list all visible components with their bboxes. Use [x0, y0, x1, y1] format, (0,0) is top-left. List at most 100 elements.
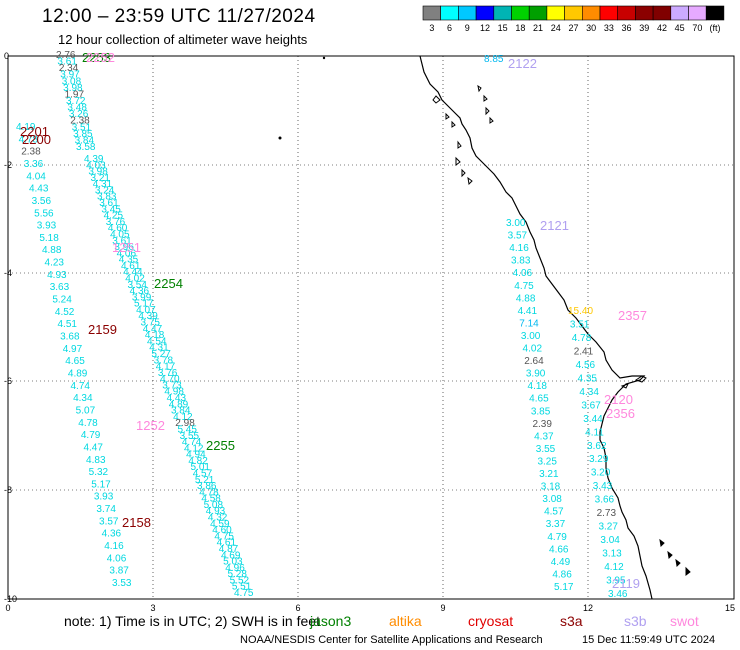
generation-timestamp: 15 Dec 11:59:49 UTC 2024: [582, 634, 716, 646]
wave-height-value: 4.65: [65, 356, 85, 367]
wave-height-value: 3.00: [506, 218, 526, 229]
wave-height-value: 4.16: [104, 541, 124, 552]
pass-label: 2200: [22, 132, 51, 147]
wave-height-value: 4.96: [225, 563, 245, 574]
wave-height-value: 2.73: [597, 508, 617, 519]
wave-height-value: 4.02: [125, 274, 145, 285]
wave-height-value: 4.58: [201, 494, 221, 505]
x-tick-label: 15: [725, 603, 735, 613]
y-tick-label: -8: [4, 485, 12, 495]
wave-height-value: 3.13: [602, 549, 622, 560]
wave-height-value: 3.55: [536, 444, 556, 455]
wave-height-value: 5.01: [191, 462, 211, 473]
wave-height-value: 3.76: [106, 217, 126, 228]
colorbar-swatch: [617, 5, 636, 21]
wave-height-value: 4.78: [199, 487, 219, 498]
wave-height-value: 4.78: [78, 418, 98, 429]
pass-label: 2255: [206, 438, 235, 453]
x-tick-label: 12: [583, 603, 593, 613]
colorbar-swatch: [528, 5, 548, 21]
wave-height-value: 5.18: [39, 233, 59, 244]
wave-height-value: 3.86: [197, 481, 217, 492]
colorbar-label: 36: [622, 23, 632, 33]
wave-height-value: 3.75: [141, 318, 161, 329]
chart-title: 12:00 – 23:59 UTC 11/27/2024: [42, 6, 316, 27]
pass-label: 2120: [604, 392, 633, 407]
colorbar-swatch: [458, 5, 477, 21]
wave-height-value: 4.43: [29, 184, 49, 195]
wave-height-value: 3.08: [62, 76, 82, 87]
wave-height-value: 3.18: [541, 482, 561, 493]
wave-height-value: 4.59: [210, 519, 230, 530]
pass-label: 2253: [82, 50, 111, 65]
wave-height-value: 3.61: [99, 198, 119, 209]
wave-height-value: 4.51: [58, 319, 78, 330]
wave-height-value: 4.74: [70, 381, 90, 392]
wave-height-value: 5.56: [34, 208, 54, 219]
wave-height-value: 3.63: [50, 282, 70, 293]
wave-height-value: 5.07: [76, 405, 96, 416]
wave-height-value: 4.18: [145, 330, 165, 341]
colorbar-label: (ft): [710, 23, 721, 33]
x-tick-label: 9: [440, 603, 445, 613]
wave-height-value: 3.04: [600, 535, 620, 546]
colorbar-label: 42: [657, 23, 667, 33]
wave-height-value: 3.24: [95, 185, 115, 196]
wave-height-value: 3.36: [24, 159, 44, 170]
pass-label: 2158: [122, 515, 151, 530]
wave-height-value: 4.74: [182, 437, 202, 448]
wave-height-value: 3.66: [595, 495, 615, 506]
x-tick-label: 0: [5, 603, 10, 613]
wave-height-value: 2.41: [574, 346, 594, 357]
wave-height-value: 3.51: [570, 319, 590, 330]
wave-height-value: 4.65: [529, 394, 549, 405]
wave-height-value: 4.34: [579, 387, 599, 398]
wave-height-value: 3.84: [75, 135, 95, 146]
colorbar-swatch: [511, 5, 530, 21]
wave-height-value: 3.90: [526, 369, 546, 380]
wave-height-value: 4.75: [234, 588, 254, 599]
wave-height-value: 3.20: [591, 468, 611, 479]
wave-height-value: 4.36: [130, 286, 150, 297]
wave-height-value: 4.78: [572, 333, 592, 344]
y-tick-label: -10: [4, 594, 17, 604]
wave-height-value: 2.98: [175, 418, 195, 429]
wave-height-value: 4.57: [544, 507, 564, 518]
wave-height-value: 4.07: [136, 305, 156, 316]
colorbar-label: 30: [586, 23, 596, 33]
wave-height-value: 3.25: [537, 456, 557, 467]
wave-height-value: 3.37: [546, 519, 566, 530]
plot-frame: [7, 55, 735, 600]
wave-height-value: 4.88: [42, 245, 62, 256]
y-tick-label: -2: [4, 160, 12, 170]
wave-height-value: 4.60: [212, 525, 232, 536]
colorbar-swatch: [705, 5, 725, 21]
wave-height-value: 4.37: [534, 431, 554, 442]
wave-height-value: 4.86: [552, 569, 572, 580]
wave-height-value: 4.39: [138, 311, 158, 322]
wave-height-value: 4.23: [45, 258, 65, 269]
pass-label: 2201: [20, 124, 49, 139]
wave-height-value: 2.76: [56, 50, 76, 61]
wave-height-value: 4.12: [604, 562, 624, 573]
wave-height-value: 3.96: [114, 242, 134, 253]
wave-height-value: 3.87: [109, 566, 129, 577]
wave-height-value: 4.18: [528, 381, 548, 392]
wave-height-value: 3.62: [587, 441, 607, 452]
y-tick-label: 0: [4, 51, 9, 61]
wave-height-value: 3.55: [180, 431, 200, 442]
wave-height-value: 3.46: [608, 589, 628, 600]
wave-height-value: 4.83: [86, 455, 106, 466]
wave-height-value: 4.19: [16, 122, 36, 133]
colorbar-label: 33: [604, 23, 614, 33]
wave-height-value: 3.45: [101, 204, 121, 215]
wave-height-value: 4.57: [193, 468, 213, 479]
wave-height-value: 4.79: [81, 430, 101, 441]
wave-height-value: 4.69: [221, 550, 241, 561]
pass-label: 2119: [612, 576, 640, 591]
wave-height-value: 5.21: [195, 475, 215, 486]
wave-height-value: 5.45: [177, 424, 197, 435]
colorbar-swatch: [599, 5, 619, 21]
colorbar-swatch: [422, 5, 442, 21]
altimeter-tracks: 2.763.612.343.973.083.981.973.723.483.26…: [16, 50, 628, 600]
